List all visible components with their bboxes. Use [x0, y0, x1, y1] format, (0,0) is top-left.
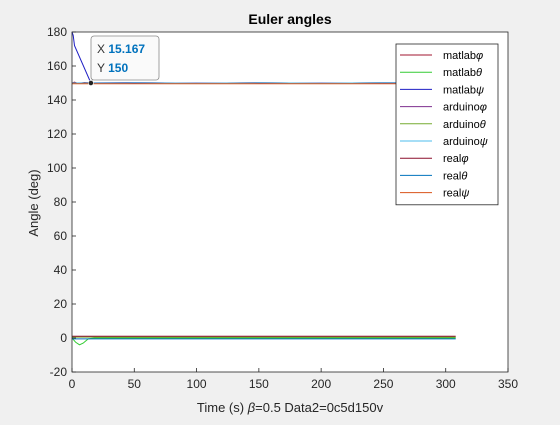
y-tick-label-11: 180 [47, 25, 67, 39]
x-tick-label-4: 150 [249, 377, 269, 391]
chart-title: Euler angles [248, 11, 331, 27]
legend-entry-5: arduinoθ [443, 119, 486, 131]
x-tick-label-2: 50 [128, 377, 142, 391]
legend[interactable]: matlabφ matlabθ matlabψ arduinoφ arduinoθ ard… [396, 44, 498, 205]
legend-entry-6: arduinoψ [443, 136, 488, 148]
y-tick-label-6: 80 [54, 195, 68, 209]
x-axis-label-part-1: Time (s) [197, 400, 248, 415]
y-tick-label-9: 140 [47, 93, 67, 107]
legend-entry-4: arduinoφ [443, 102, 487, 114]
y-tick-label-10: 160 [47, 59, 67, 73]
legend-entry-9: realψ [443, 188, 469, 200]
y-tick-label-8: 120 [47, 127, 67, 141]
x-tick-label-5: 200 [311, 377, 331, 391]
x-tick-label-8: 350 [498, 377, 518, 391]
legend-entry-3: matlabψ [443, 84, 484, 96]
x-tick-label-7: 300 [436, 377, 456, 391]
data-tip-x: X 15.167 [97, 42, 145, 56]
y-axis-label: Angle (deg) [26, 169, 41, 236]
x-tick-label-3: 100 [187, 377, 207, 391]
data-tip[interactable]: X 15.167 Y 150 [88, 36, 159, 86]
data-tip-y: Y 150 [97, 61, 128, 75]
data-tip-marker[interactable] [88, 80, 93, 85]
legend-entry-7: realφ [443, 153, 469, 165]
x-tick-label-6: 250 [373, 377, 393, 391]
legend-entry-2: matlabθ [443, 67, 482, 79]
y-tick-label-1: -20 [50, 365, 68, 379]
y-tick-label-5: 60 [54, 229, 68, 243]
y-tick-label-4: 40 [54, 263, 68, 277]
y-tick-label-3: 20 [54, 297, 68, 311]
y-tick-label-2: 0 [60, 331, 67, 345]
x-tick-label-1: 0 [69, 377, 76, 391]
x-axis-label: Time (s) β=0.5 Data2=0c5d150v [197, 400, 384, 415]
legend-entry-8: realθ [443, 170, 467, 182]
x-axis-label-part-2: =0.5 Data2=0c5d150v [255, 400, 383, 415]
y-tick-label-7: 100 [47, 161, 67, 175]
legend-entry-1: matlabφ [443, 50, 483, 62]
